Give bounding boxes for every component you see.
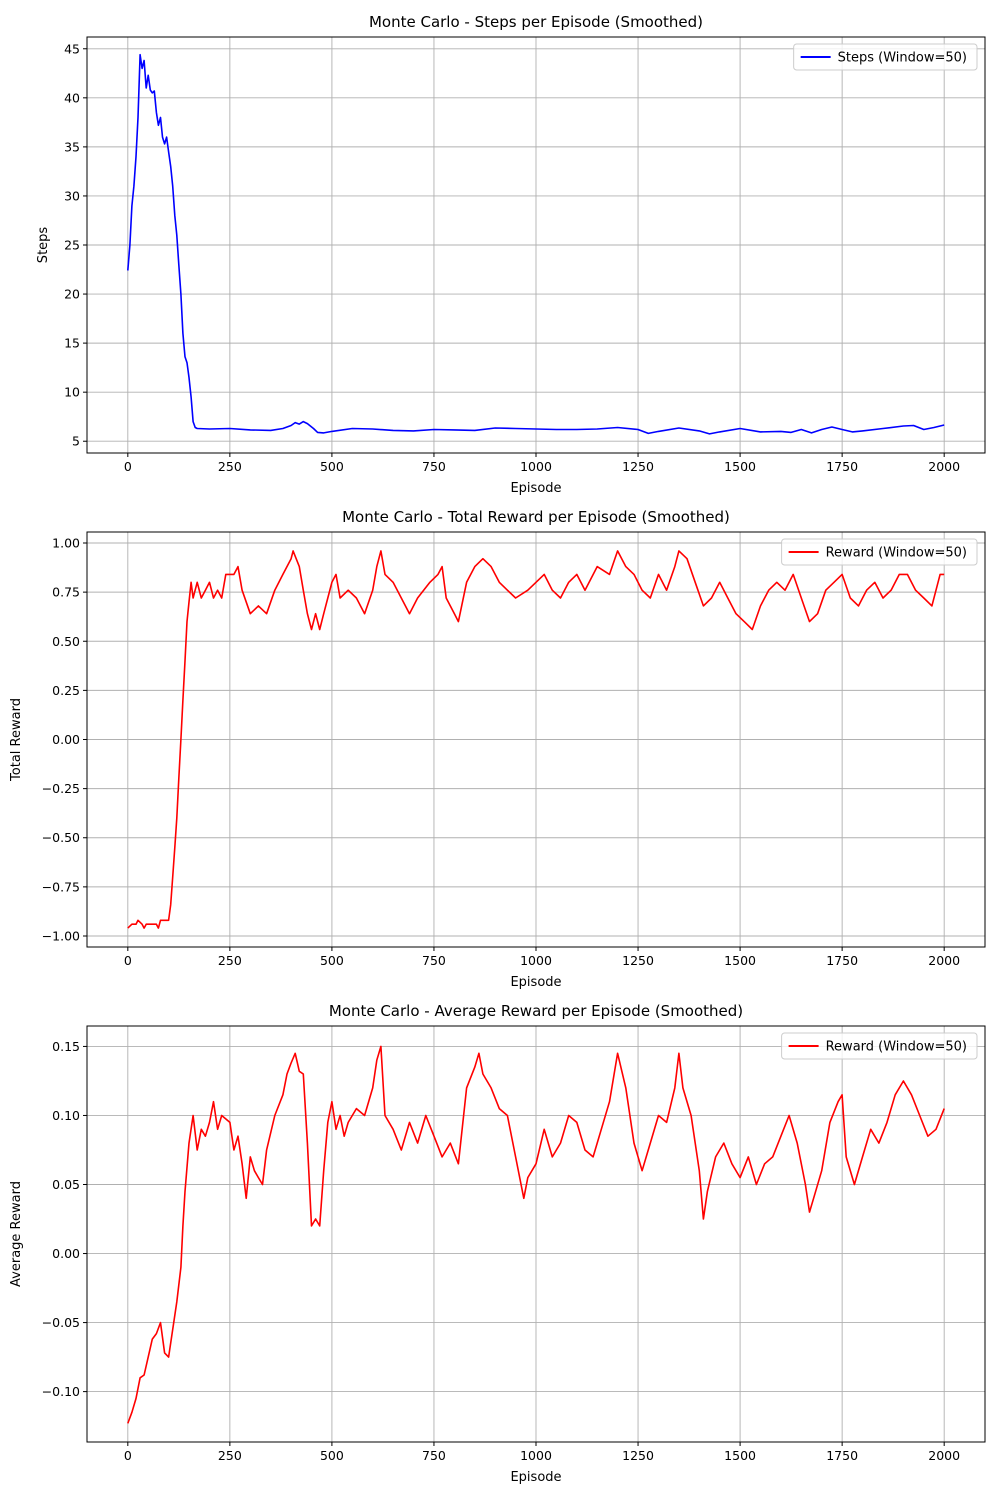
x-tick-label: 2000: [928, 1448, 960, 1463]
y-tick-label: 5: [72, 434, 80, 449]
y-tick-label: 0.00: [52, 1246, 80, 1261]
y-tick-label: 0.75: [52, 585, 80, 600]
x-tick-label: 1750: [826, 1448, 858, 1463]
x-tick-label: 750: [422, 459, 446, 474]
chart-title: Monte Carlo - Steps per Episode (Smoothe…: [369, 13, 703, 31]
y-tick-label: 0.15: [52, 1039, 80, 1054]
x-tick-label: 250: [218, 459, 242, 474]
x-tick-label: 500: [320, 1448, 344, 1463]
x-tick-label: 750: [422, 953, 446, 968]
legend-box: [793, 43, 978, 71]
y-tick-label: 20: [64, 287, 80, 302]
subplot-average-reward: 0 250 500 750 1000 1250 1500 1750 2000 −0.10 −0.05…: [9, 1002, 986, 1485]
y-tick-label: 30: [64, 188, 80, 203]
y-tick-label: 0.10: [52, 1108, 80, 1123]
series-line: [127, 550, 945, 929]
series-line: [127, 1045, 945, 1424]
chart-title: Monte Carlo - Average Reward per Episode…: [329, 1002, 743, 1020]
x-tick-label: 1000: [520, 1448, 552, 1463]
subplot-steps: 0 250 500 750 1000 1250 1500 1750 2000 5 10 15 20 25 3…: [36, 13, 986, 496]
x-tick-label: 750: [422, 1448, 446, 1463]
y-tick-label: −0.75: [42, 879, 80, 894]
y-tick-label: 40: [64, 90, 80, 105]
x-tick-label: 500: [320, 953, 344, 968]
x-axis-label: Episode: [510, 1470, 561, 1485]
series-line: [127, 53, 945, 435]
x-tick-label: 1250: [622, 1448, 654, 1463]
x-tick-label: 0: [124, 953, 132, 968]
legend: Steps (Window=50): [793, 43, 978, 71]
x-tick-label: 250: [218, 953, 242, 968]
y-tick-label: −1.00: [42, 928, 80, 943]
x-tick-label: 1500: [724, 1448, 756, 1463]
x-tick-label: 2000: [928, 953, 960, 968]
x-tick-label: 2000: [928, 459, 960, 474]
y-tick-label: −0.25: [42, 781, 80, 796]
legend-label: Reward (Window=50): [826, 546, 967, 561]
legend: Reward (Window=50): [781, 1032, 978, 1060]
subplot-total-reward: 0 250 500 750 1000 1250 1500 1750 2000 −1.00 −0.75…: [9, 508, 986, 990]
legend-label: Reward (Window=50): [826, 1040, 967, 1055]
chart-title: Monte Carlo - Total Reward per Episode (…: [342, 508, 730, 526]
y-tick-label: 25: [64, 238, 80, 253]
x-tick-label: 1500: [724, 953, 756, 968]
x-axis-label: Episode: [510, 481, 561, 496]
y-tick-label: 0.25: [52, 683, 80, 698]
y-tick-label: −0.05: [42, 1315, 80, 1330]
x-tick-label: 1750: [826, 459, 858, 474]
y-tick-label: 0.50: [52, 634, 80, 649]
x-tick-label: 1500: [724, 459, 756, 474]
y-tick-label: 45: [64, 41, 80, 56]
x-tick-label: 250: [218, 1448, 242, 1463]
x-tick-label: 500: [320, 459, 344, 474]
y-axis-label: Steps: [36, 227, 51, 264]
x-tick-label: 1000: [520, 953, 552, 968]
y-tick-label: 0.00: [52, 732, 80, 747]
y-axis-label: Total Reward: [9, 698, 24, 782]
x-tick-label: 1250: [622, 953, 654, 968]
y-tick-label: 0.05: [52, 1177, 80, 1192]
legend-label: Steps (Window=50): [838, 51, 967, 66]
y-tick-label: 15: [64, 336, 80, 351]
x-tick-label: 1750: [826, 953, 858, 968]
legend: Reward (Window=50): [781, 538, 978, 566]
legend-box: [781, 538, 978, 566]
y-axis-label: Average Reward: [9, 1181, 24, 1287]
y-tick-label: 35: [64, 139, 80, 154]
y-tick-label: 10: [64, 385, 80, 400]
x-tick-label: 0: [124, 459, 132, 474]
x-tick-label: 0: [124, 1448, 132, 1463]
legend-box: [781, 1032, 978, 1060]
x-tick-label: 1000: [520, 459, 552, 474]
y-tick-label: −0.10: [42, 1384, 80, 1399]
y-tick-label: −0.50: [42, 830, 80, 845]
x-axis-label: Episode: [510, 975, 561, 990]
x-tick-label: 1250: [622, 459, 654, 474]
y-tick-label: 1.00: [52, 536, 80, 551]
